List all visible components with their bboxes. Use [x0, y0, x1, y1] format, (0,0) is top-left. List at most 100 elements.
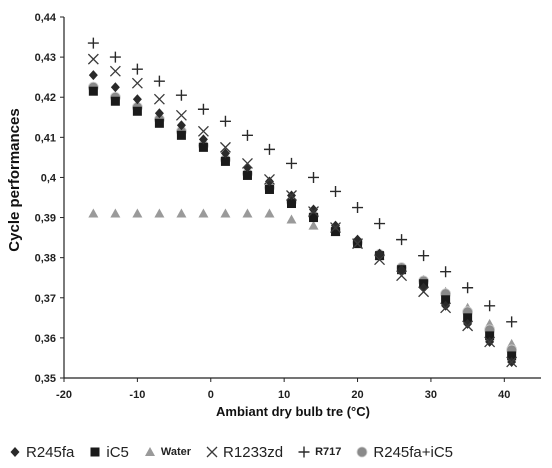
data-point	[242, 157, 253, 169]
legend: R245fa iC5 Water R1233zd R717 R245fa+iC5	[8, 440, 548, 464]
legend-label: iC5	[106, 443, 129, 461]
y-tick-label: 0,44	[35, 12, 57, 24]
data-point	[220, 208, 231, 218]
data-point	[132, 208, 143, 218]
data-point	[331, 227, 341, 237]
data-point	[506, 316, 518, 328]
legend-marker	[10, 447, 20, 457]
data-point	[153, 93, 165, 105]
data-point	[220, 156, 230, 166]
legend-label: R1233zd	[223, 443, 284, 461]
x-tick-label: 10	[278, 389, 290, 401]
data-point	[198, 142, 208, 152]
series-water	[88, 208, 517, 348]
legend-marker	[144, 447, 155, 456]
series-r1233zd	[87, 53, 518, 368]
data-point	[286, 199, 296, 209]
y-ticks: 0,35 0,36 0,37 0,38 0,39 0,4 0,41 0,42 0,43 0,44	[35, 12, 64, 385]
data-point	[88, 208, 99, 218]
data-point	[176, 208, 187, 218]
data-point	[131, 63, 143, 75]
x-tick-label: 30	[425, 389, 437, 401]
data-point	[175, 89, 187, 101]
y-axis-title: Cycle performances	[6, 108, 23, 251]
data-point	[131, 77, 143, 89]
y-tick-label: 0,39	[35, 213, 56, 225]
data-point	[506, 356, 518, 368]
data-point	[264, 176, 274, 187]
data-point	[88, 70, 98, 81]
y-tick-label: 0,4	[41, 172, 57, 184]
data-point	[154, 108, 164, 119]
data-point	[198, 134, 208, 145]
data-point	[418, 286, 430, 298]
legend-item: Water	[143, 445, 191, 459]
data-point	[242, 170, 252, 180]
legend-item: R1233zd	[205, 444, 283, 461]
data-points	[87, 37, 518, 368]
legend-marker	[90, 447, 100, 457]
data-point	[484, 336, 496, 348]
x-tick-label: 0	[208, 389, 214, 401]
data-point	[132, 94, 142, 105]
data-point	[308, 206, 319, 217]
data-point	[176, 130, 186, 140]
data-point	[418, 250, 430, 262]
data-point	[264, 184, 274, 194]
data-point	[308, 171, 320, 183]
legend-marker-icon	[356, 446, 368, 458]
data-point	[441, 300, 451, 311]
data-point	[242, 208, 253, 218]
data-point	[109, 65, 121, 77]
legend-marker	[206, 446, 218, 458]
y-tick-label: 0,38	[35, 253, 56, 265]
data-point	[485, 331, 495, 341]
data-point	[264, 208, 275, 218]
data-point	[154, 208, 165, 218]
y-tick-label: 0,41	[35, 132, 56, 144]
legend-label: R717	[315, 446, 342, 458]
legend-marker-icon	[10, 447, 20, 457]
x-tick-label: 40	[498, 389, 510, 401]
data-point	[176, 120, 186, 131]
data-point	[264, 173, 275, 185]
data-point	[110, 82, 120, 93]
series-r245fa	[88, 70, 517, 367]
x-tick-label: -20	[56, 389, 72, 401]
data-point	[197, 125, 209, 137]
data-point	[309, 213, 319, 223]
data-point	[375, 248, 385, 259]
data-point	[309, 204, 319, 215]
y-tick-label: 0,36	[35, 333, 56, 345]
legend-label: R245fa	[26, 443, 75, 461]
series-ic5	[88, 86, 517, 361]
chart: 0,350,360,370,380,390,40,410,420,430,44 …	[6, 12, 541, 419]
data-point	[263, 143, 275, 155]
data-point	[374, 218, 386, 230]
data-point	[87, 37, 99, 49]
data-point	[197, 103, 209, 115]
legend-marker	[356, 446, 368, 458]
legend-item: R245fa+iC5	[355, 444, 453, 461]
data-point	[88, 86, 98, 96]
x-ticks: -20 -10 0 10 20 30 40	[56, 378, 510, 401]
legend-item: iC5	[88, 444, 129, 461]
data-point	[441, 295, 451, 305]
legend-marker-icon	[206, 446, 218, 458]
y-tick-label: 0,43	[35, 52, 56, 64]
data-point	[198, 208, 209, 218]
data-point	[153, 75, 165, 87]
data-point	[330, 222, 341, 234]
legend-marker	[298, 446, 310, 458]
legend-marker-icon	[90, 447, 100, 457]
data-point	[154, 118, 164, 128]
data-point	[374, 254, 386, 266]
data-point	[331, 220, 341, 231]
y-tick-label: 0,35	[35, 373, 56, 385]
x-axis-title: Ambiant dry bulb tre (°C)	[216, 404, 370, 419]
data-point	[286, 190, 297, 201]
data-point	[132, 106, 142, 116]
legend-label: R245fa+iC5	[373, 443, 454, 461]
data-point	[220, 148, 230, 159]
data-point	[396, 270, 408, 282]
